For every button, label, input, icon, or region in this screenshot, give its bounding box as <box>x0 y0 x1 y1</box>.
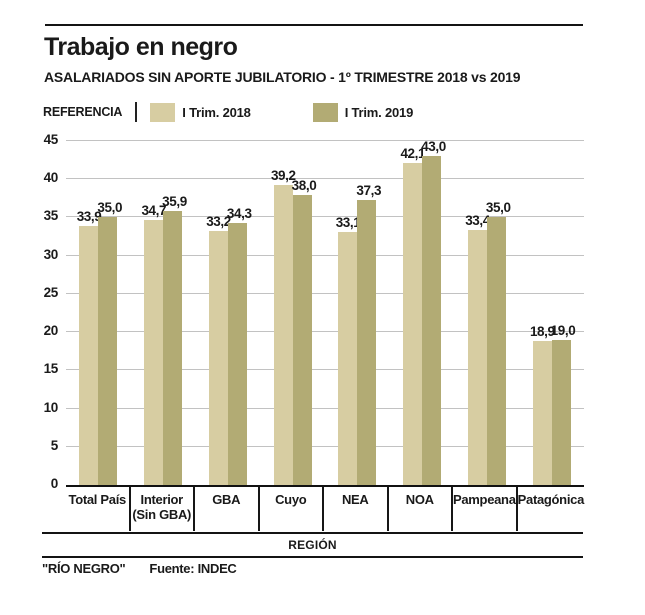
bar-series0-cat0: 33,9 <box>77 209 102 485</box>
x-axis-title: REGIÓN <box>288 538 337 552</box>
legend-divider <box>135 102 138 122</box>
gridline <box>66 445 584 447</box>
bar-value-label: 42,1 <box>400 146 426 162</box>
bar-value-label: 35,0 <box>97 200 123 216</box>
category-cell: NOA <box>389 487 453 531</box>
bar-group: 34,7 35,9 <box>131 141 196 485</box>
x-axis-category-row: Total País Interior (Sin GBA) GBA Cuyo NEA NO… <box>66 487 584 531</box>
bar-value-label: 34,3 <box>226 205 252 221</box>
bar-value-label: 33,4 <box>465 212 490 228</box>
bar-value-label: 38,0 <box>291 177 317 193</box>
bar-series1-cat5: 43,0 <box>421 139 446 485</box>
category-cell: Cuyo <box>260 487 324 531</box>
category-label: Interior (Sin GBA) <box>132 492 192 522</box>
bar-value-label: 35,9 <box>162 193 187 209</box>
bar-series0-cat2: 33,2 <box>206 214 231 485</box>
y-tick-label: 10 <box>43 399 59 415</box>
category-cell: Patagónica <box>517 487 585 531</box>
gridline <box>66 369 584 371</box>
category-label: NOA <box>405 492 434 507</box>
credit-text: "RÍO NEGRO" <box>42 561 126 576</box>
footer: "RÍO NEGRO" Fuente: INDEC <box>42 561 237 576</box>
category-label: Pampeana <box>453 492 516 507</box>
bar-group: 42,1 43,0 <box>390 139 455 485</box>
y-tick-label: 25 <box>43 284 59 300</box>
legend-title: REFERENCIA <box>43 105 123 119</box>
bar-value-label: 33,1 <box>335 214 361 230</box>
bar-value-label: 19,0 <box>550 322 576 338</box>
gridline <box>66 331 584 333</box>
bar-value-label: 39,2 <box>270 168 296 184</box>
bar-groups: 33,9 35,0 34,7 35,9 33,2 34,3 39,2 38,0 33,1 37,3… <box>66 139 584 485</box>
bar-group: 18,9 19,0 <box>519 141 584 485</box>
category-cell: Pampeana <box>453 487 518 531</box>
category-label: Total País <box>68 492 127 507</box>
legend-swatch-2018 <box>150 102 176 122</box>
bar-value-label: 18,9 <box>529 323 555 339</box>
bar-group: 33,9 35,0 <box>66 141 131 485</box>
category-cell: Total País <box>66 487 131 531</box>
y-tick-label: 0 <box>50 476 59 491</box>
plot-area: 33,9 35,0 34,7 35,9 33,2 34,3 39,2 38,0 33,1 37,3… <box>66 139 584 487</box>
bar-series0-cat6: 33,4 <box>465 213 490 485</box>
legend: REFERENCIA I Trim. 2018 I Trim. 2019 <box>43 101 413 123</box>
y-tick-label: 35 <box>43 208 59 224</box>
bar-value-label: 35,0 <box>485 200 511 216</box>
x-axis-title-band: REGIÓN <box>42 532 583 558</box>
gridline <box>66 178 584 180</box>
bar-series1-cat6: 35,0 <box>486 200 511 485</box>
bar-value-label: 33,2 <box>206 214 231 230</box>
bar-series1-cat3: 38,0 <box>292 178 317 485</box>
bar-value-label: 37,3 <box>356 182 382 198</box>
category-label: NEA <box>341 492 369 507</box>
bar-value-label: 43,0 <box>421 139 446 155</box>
y-tick-label: 15 <box>43 361 59 377</box>
bar-series0-cat1: 34,7 <box>141 203 167 485</box>
bar-series1-cat0: 35,0 <box>97 200 122 485</box>
category-label: Patagónica <box>517 492 585 507</box>
category-label: GBA <box>212 492 241 507</box>
category-cell: Interior (Sin GBA) <box>131 487 195 531</box>
bar-series1-cat7: 19,0 <box>551 323 576 485</box>
y-tick-label: 20 <box>43 323 59 339</box>
bar-series0-cat7: 18,9 <box>530 324 555 485</box>
legend-label-2018: I Trim. 2018 <box>182 104 251 120</box>
gridline <box>66 407 584 409</box>
y-tick-label: 5 <box>50 437 59 453</box>
bar-group: 33,1 37,3 <box>325 141 390 485</box>
bar-value-label: 34,7 <box>141 202 167 218</box>
y-axis-labels: 45 40 35 30 25 20 15 10 5 0 <box>26 132 59 491</box>
legend-swatch-2019 <box>312 102 338 122</box>
bar-value-label: 33,9 <box>76 208 102 224</box>
bar-series1-cat1: 35,9 <box>162 194 187 485</box>
y-tick-label: 30 <box>43 246 59 262</box>
category-cell: NEA <box>324 487 389 531</box>
bar-series0-cat5: 42,1 <box>400 146 426 485</box>
page-title: Trabajo en negro <box>44 33 238 61</box>
bar-group: 39,2 38,0 <box>260 141 325 485</box>
chart-subtitle: ASALARIADOS SIN APORTE JUBILATORIO - 1º … <box>44 69 521 85</box>
gridline <box>66 254 584 256</box>
gridline <box>66 292 584 294</box>
y-tick-label: 45 <box>43 132 59 147</box>
y-tick-label: 40 <box>43 170 59 186</box>
bar-series1-cat2: 34,3 <box>227 206 252 485</box>
bar-series0-cat4: 33,1 <box>336 215 361 485</box>
bar-series1-cat4: 37,3 <box>356 183 381 485</box>
gridline <box>66 140 584 141</box>
bar-group: 33,4 35,0 <box>455 141 520 485</box>
source-text: Fuente: INDEC <box>149 561 237 576</box>
top-rule <box>45 24 583 26</box>
bar-series0-cat3: 39,2 <box>271 168 296 485</box>
legend-label-2019: I Trim. 2019 <box>344 104 414 120</box>
gridline <box>66 216 584 218</box>
bar-group: 33,2 34,3 <box>196 141 261 485</box>
category-label: Cuyo <box>275 492 307 507</box>
category-cell: GBA <box>195 487 260 531</box>
